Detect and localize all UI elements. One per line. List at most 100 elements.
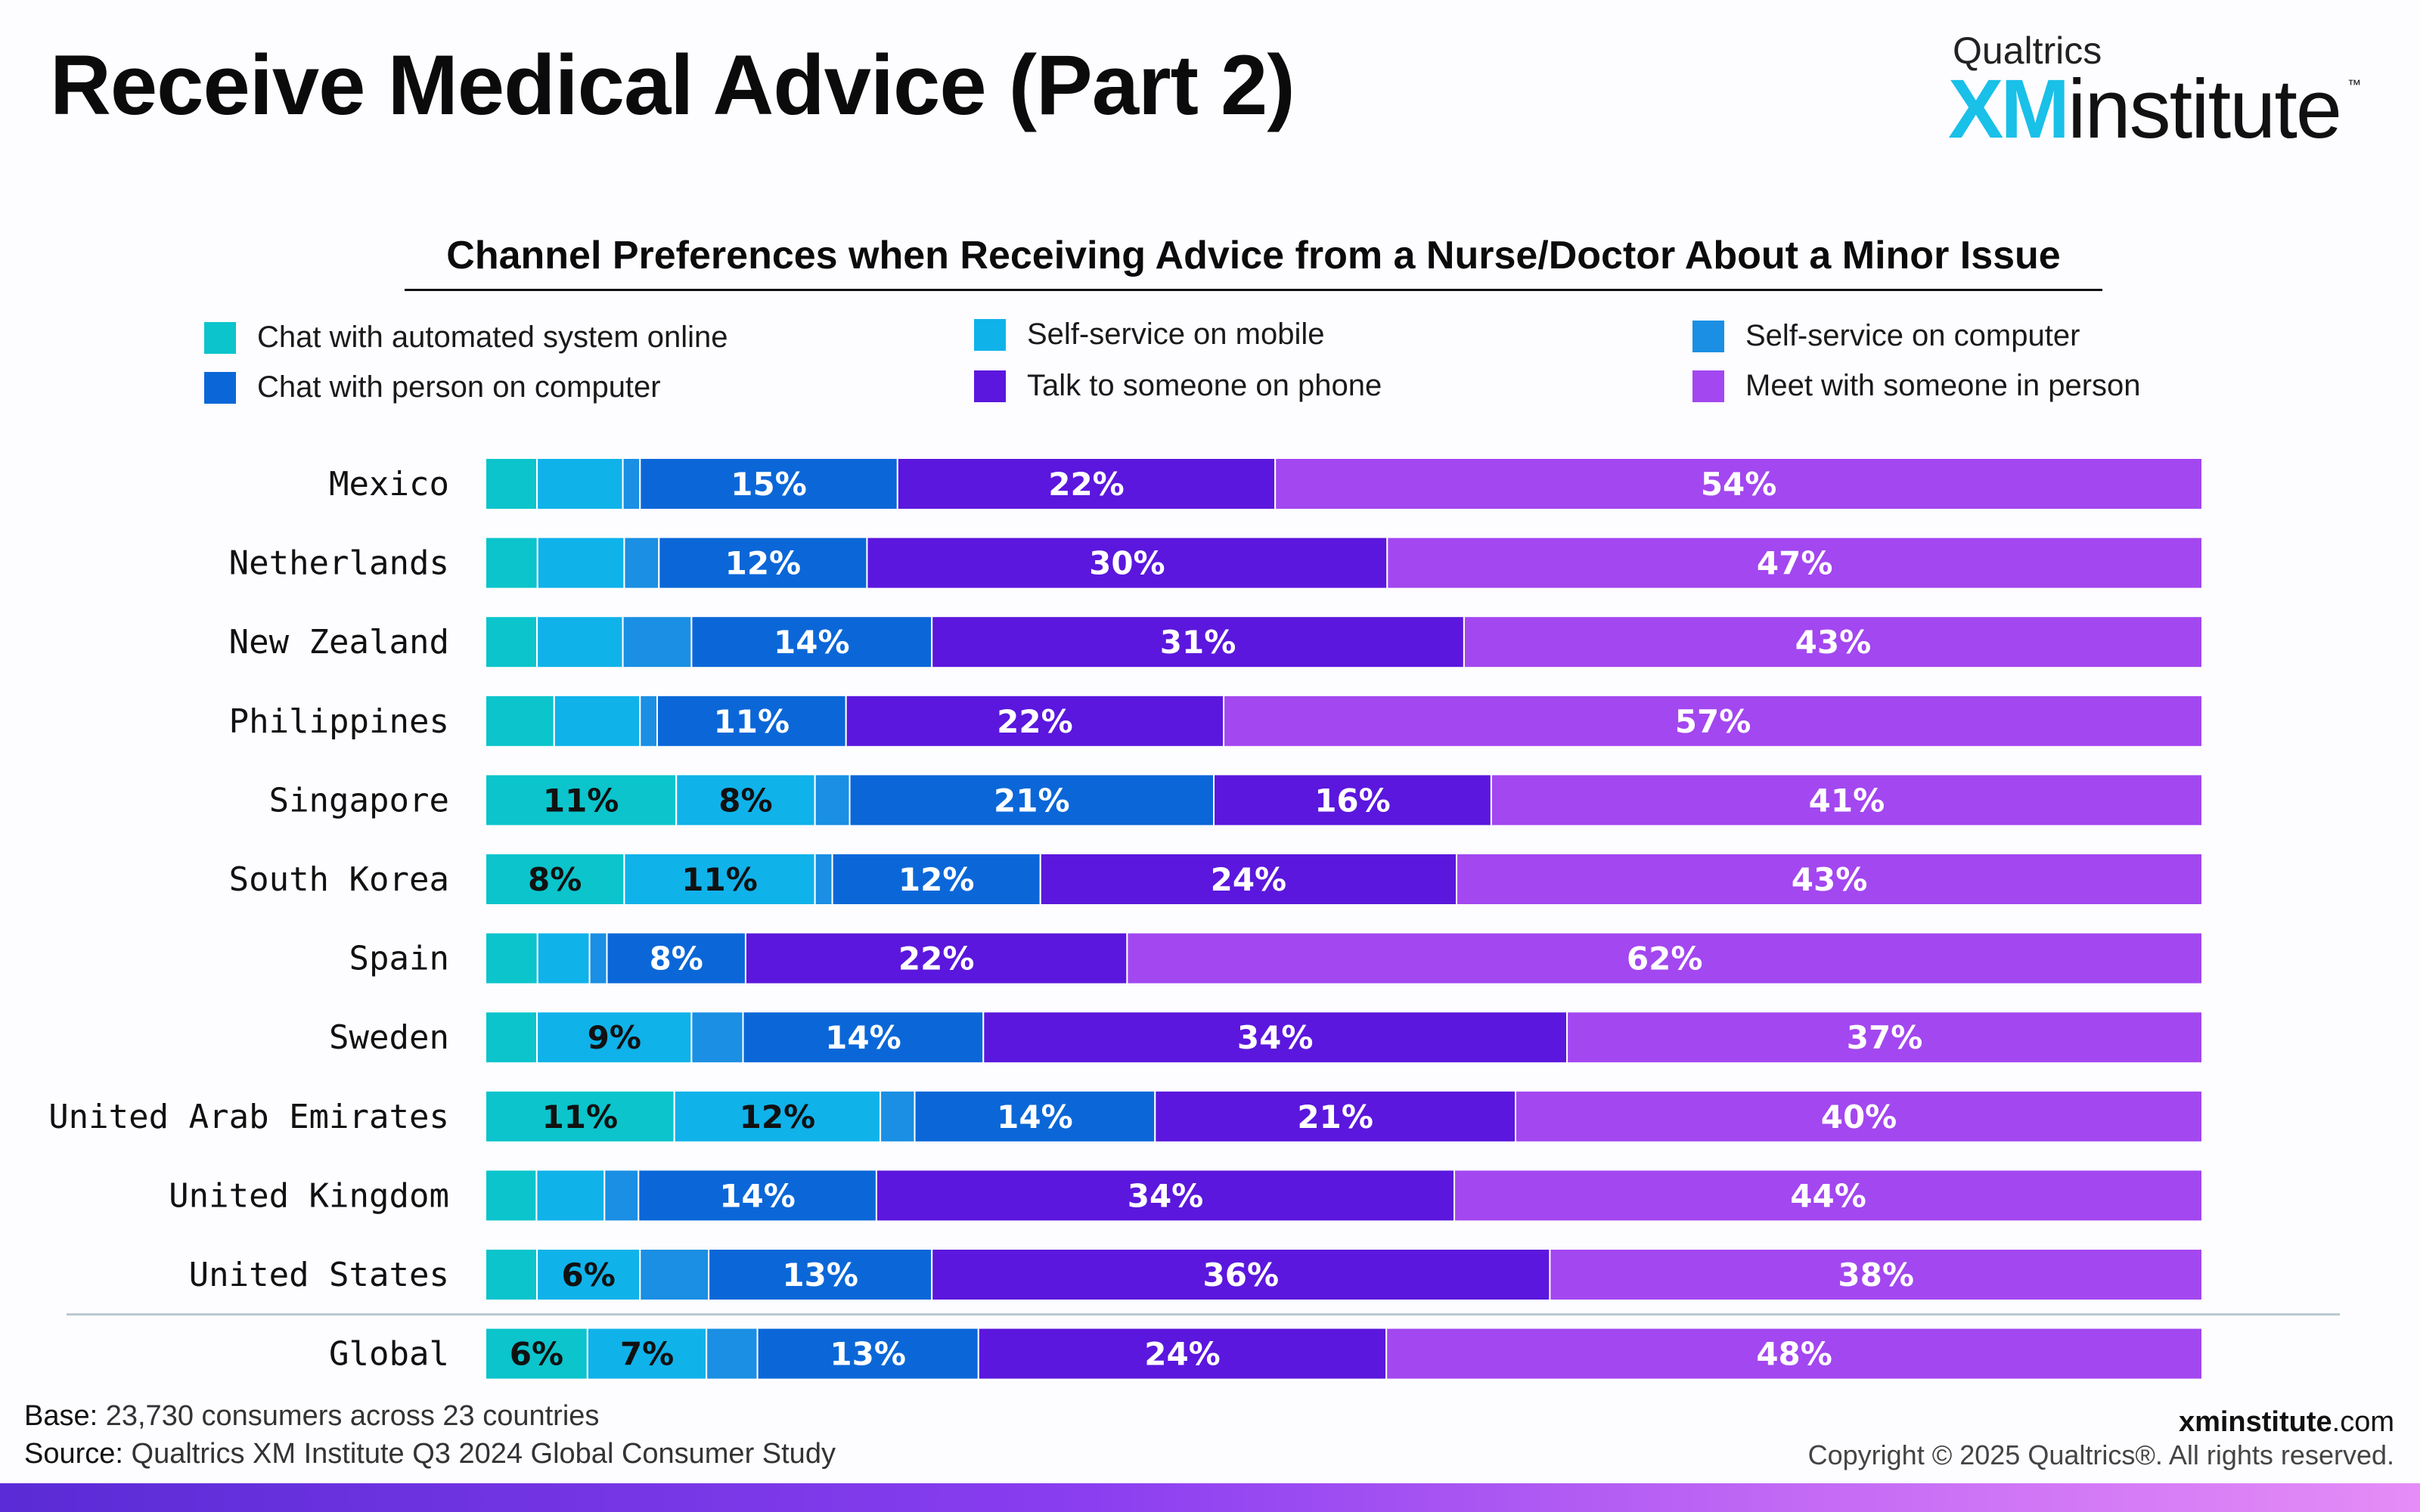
- bar-segment: [849, 773, 1215, 827]
- legend-label: Chat with person on computer: [257, 370, 661, 404]
- bar-segment: [1566, 1011, 2204, 1064]
- bar-segment: [622, 457, 641, 510]
- base-note: Base: 23,730 consumers across 23 countri…: [24, 1397, 836, 1435]
- data-label: 6%: [510, 1336, 563, 1373]
- data-label: 41%: [1809, 782, 1885, 819]
- site-url-bold: xminstitute: [2178, 1406, 2332, 1438]
- data-label: 48%: [1756, 1336, 1832, 1373]
- data-label: 14%: [719, 1177, 796, 1214]
- logo-brand-text: Qualtrics: [1953, 29, 2102, 72]
- data-label: 44%: [1790, 1177, 1866, 1214]
- data-label: 8%: [528, 861, 582, 898]
- bar-segment: [622, 615, 693, 669]
- bar-segment: [606, 931, 746, 985]
- data-label: 34%: [1128, 1177, 1204, 1214]
- category-label: New Zealand: [229, 623, 449, 662]
- legend-label: Chat with automated system online: [257, 321, 728, 354]
- category-label: United States: [189, 1256, 449, 1294]
- bar-segment: [553, 694, 641, 748]
- source-label: Source:: [24, 1438, 123, 1470]
- data-label: 40%: [1821, 1098, 1897, 1136]
- bar-segment: [586, 1327, 708, 1380]
- legend-label: Self-service on computer: [1745, 319, 2080, 352]
- bar-segment: [639, 694, 658, 748]
- category-label: United Kingdom: [169, 1176, 449, 1215]
- site-url: xminstitute.com: [2179, 1406, 2394, 1439]
- legend-item-meet-in-person: Meet with someone in person: [1692, 369, 2141, 403]
- data-label: 22%: [898, 940, 975, 978]
- bar-segment: [536, 615, 624, 669]
- data-label: 21%: [994, 782, 1070, 819]
- data-label: 13%: [830, 1336, 906, 1373]
- data-label: 6%: [562, 1256, 616, 1294]
- bar-segment: [1454, 1169, 2203, 1222]
- bar-segment: [744, 931, 1128, 985]
- legend-swatch: [204, 371, 236, 404]
- site-url-suffix: .com: [2332, 1406, 2394, 1438]
- legend-swatch: [1692, 320, 1724, 352]
- bar-segment: [931, 615, 1465, 669]
- base-text: 23,730 consumers across 23 countries: [98, 1400, 600, 1432]
- data-label: 11%: [681, 861, 758, 898]
- category-label: Netherlands: [229, 544, 449, 583]
- bar-segment: [866, 536, 1388, 590]
- data-label: 12%: [725, 545, 802, 582]
- bar-segment: [623, 853, 816, 906]
- data-label: 34%: [1237, 1019, 1314, 1056]
- category-label: Global: [329, 1335, 449, 1374]
- data-label: 22%: [997, 703, 1073, 740]
- bar-segment: [485, 457, 538, 510]
- logo-trademark: ™: [2347, 77, 2361, 92]
- source-note: Source: Qualtrics XM Institute Q3 2024 G…: [24, 1435, 836, 1473]
- bar-segment: [1039, 853, 1458, 906]
- bar-segment: [485, 1169, 538, 1222]
- category-label: Spain: [349, 940, 449, 978]
- legend-label: Self-service on mobile: [1027, 318, 1325, 351]
- category-label: Singapore: [269, 781, 449, 820]
- data-label: 38%: [1838, 1256, 1914, 1294]
- bar-segment: [639, 457, 898, 510]
- bar-segment: [536, 536, 625, 590]
- data-label: 14%: [997, 1098, 1073, 1136]
- data-label: 21%: [1297, 1098, 1373, 1136]
- data-label: 30%: [1089, 545, 1165, 582]
- legend-swatch: [204, 321, 236, 354]
- bar-segment: [875, 1169, 1456, 1222]
- category-label: Mexico: [329, 465, 449, 503]
- bar-segment: [896, 457, 1277, 510]
- data-label: 11%: [542, 1098, 619, 1136]
- logo-institute-text: institute: [2068, 63, 2342, 156]
- data-label: 24%: [1144, 1336, 1221, 1373]
- bar-segment: [536, 931, 591, 985]
- chart-title: Channel Preferences when Receiving Advic…: [405, 233, 2102, 291]
- bar-segment: [977, 1327, 1388, 1380]
- data-label: 43%: [1792, 861, 1868, 898]
- bar-segment: [982, 1011, 1568, 1064]
- bar-segment: [485, 1248, 538, 1301]
- bar-segment: [1385, 1327, 2203, 1380]
- bar-segment: [536, 1011, 693, 1064]
- bar-segment: [1213, 773, 1492, 827]
- category-label: Philippines: [229, 702, 449, 741]
- bar-segment: [706, 1327, 759, 1380]
- bar-segment: [485, 1011, 538, 1064]
- page-title: Receive Medical Advice (Part 2): [50, 38, 1295, 132]
- data-label: 37%: [1847, 1019, 1923, 1056]
- bar-segment: [535, 1169, 606, 1222]
- legend-swatch: [974, 370, 1006, 402]
- bar-segment: [638, 1169, 877, 1222]
- bar-segment: [1126, 931, 2203, 985]
- bar-segment: [880, 1089, 916, 1143]
- bar-segment: [536, 457, 624, 510]
- legend-item-self-service-mobile: Self-service on mobile: [974, 318, 1325, 352]
- footnote: Base: 23,730 consumers across 23 countri…: [24, 1397, 836, 1473]
- bar-segment: [814, 853, 833, 906]
- bar-segment: [1456, 853, 2203, 906]
- data-label: 31%: [1160, 624, 1236, 661]
- data-label: 43%: [1795, 624, 1872, 661]
- bottom-gradient-bar: [0, 1483, 2420, 1512]
- bar-segment: [675, 773, 816, 827]
- bar-segment: [603, 1169, 640, 1222]
- data-label: 62%: [1627, 940, 1703, 978]
- category-label: South Korea: [229, 860, 449, 899]
